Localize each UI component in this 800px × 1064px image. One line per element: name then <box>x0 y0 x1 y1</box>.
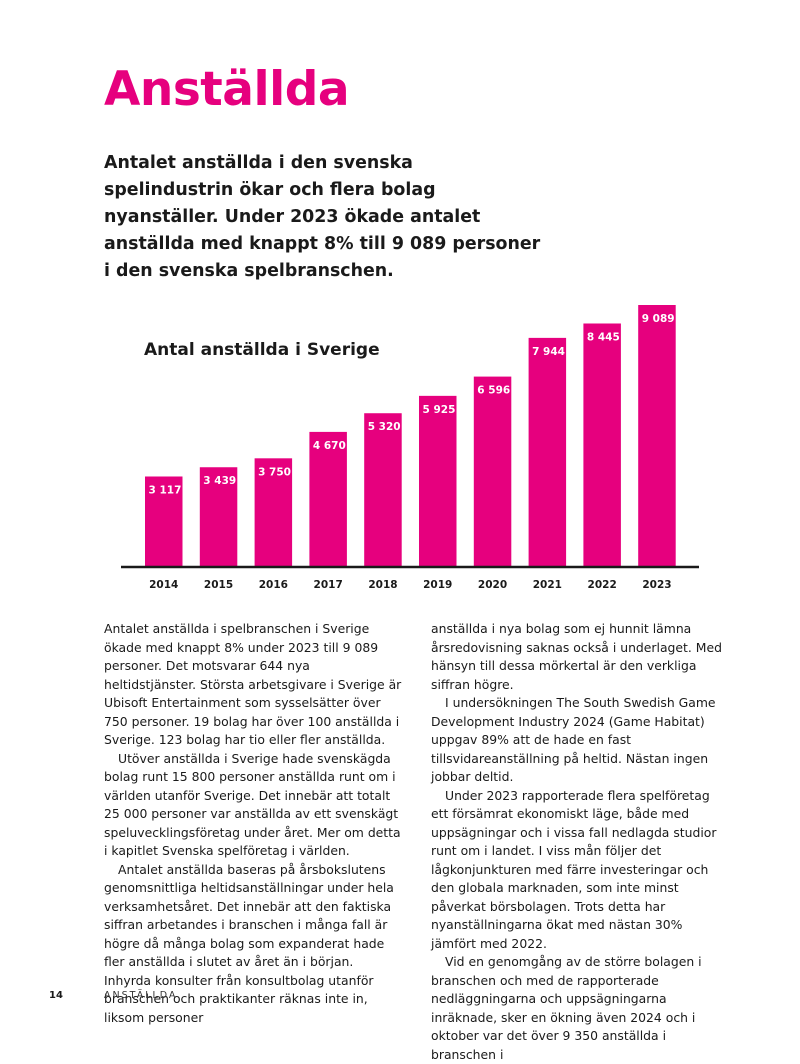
bar-2015 <box>199 467 238 566</box>
x-tick-label: 2021 <box>533 579 562 591</box>
bar-value-label: 6 596 <box>477 385 510 397</box>
bar-value-label: 4 670 <box>313 440 346 452</box>
bar-2022 <box>583 323 621 566</box>
x-tick-label: 2023 <box>642 579 671 591</box>
body-paragraph: Utöver anställda i Sverige hade svenskäg… <box>104 750 401 859</box>
body-paragraph: anställda i nya bolag som ej hunnit lämn… <box>431 621 722 692</box>
bar-2019 <box>419 395 457 566</box>
x-tick-label: 2014 <box>149 579 178 591</box>
bar-2020 <box>473 376 512 566</box>
body-column-1: Antalet anställda i spelbranschen i Sver… <box>104 620 404 1027</box>
chart-title: Antal anställda i Sverige <box>144 340 380 360</box>
x-tick-label: 2015 <box>204 579 233 591</box>
x-tick-label: 2020 <box>478 579 507 591</box>
bar-2018 <box>364 413 402 566</box>
employees-bar-chart: Antal anställda i Sverige 3 117 3 439 3 75… <box>121 305 699 591</box>
section-label: ANSTÄLLDA <box>104 990 178 1001</box>
bar-2014 <box>145 476 183 566</box>
page-number: 14 <box>49 990 63 1001</box>
bar-2017 <box>309 431 347 566</box>
body-paragraph: Vid en genomgång av de större bolagen i … <box>431 954 702 1062</box>
x-tick-label: 2018 <box>368 579 397 591</box>
lead-paragraph: Antalet anställda i den svenska spelindu… <box>104 153 541 281</box>
bar-2023 <box>638 305 676 566</box>
bar-2021 <box>528 337 567 566</box>
bar-value-label: 8 445 <box>587 331 620 343</box>
bar-value-label: 3 750 <box>258 466 291 478</box>
page-title: Anställda <box>104 62 350 117</box>
bar-value-label: 9 089 <box>642 313 675 325</box>
bar-value-label: 5 925 <box>423 404 456 416</box>
body-paragraph: Antalet anställda baseras på årsbokslute… <box>104 861 394 1025</box>
bar-value-label: 3 117 <box>149 484 182 496</box>
x-tick-label: 2019 <box>423 579 452 591</box>
bar-2016 <box>254 458 293 566</box>
bar-value-label: 5 320 <box>368 421 401 433</box>
bar-value-label: 3 439 <box>203 475 236 487</box>
body-paragraph: Antalet anställda i spelbranschen i Sver… <box>104 621 402 747</box>
body-column-2: anställda i nya bolag som ej hunnit lämn… <box>431 620 731 1064</box>
x-tick-label: 2016 <box>259 579 288 591</box>
bar-value-label: 7 944 <box>532 346 565 358</box>
x-tick-label: 2017 <box>314 579 343 591</box>
body-paragraph: Under 2023 rapporterade flera spelföreta… <box>431 787 717 951</box>
x-tick-label: 2022 <box>588 579 617 591</box>
body-paragraph: I undersökningen The South Swedish Game … <box>431 695 716 784</box>
